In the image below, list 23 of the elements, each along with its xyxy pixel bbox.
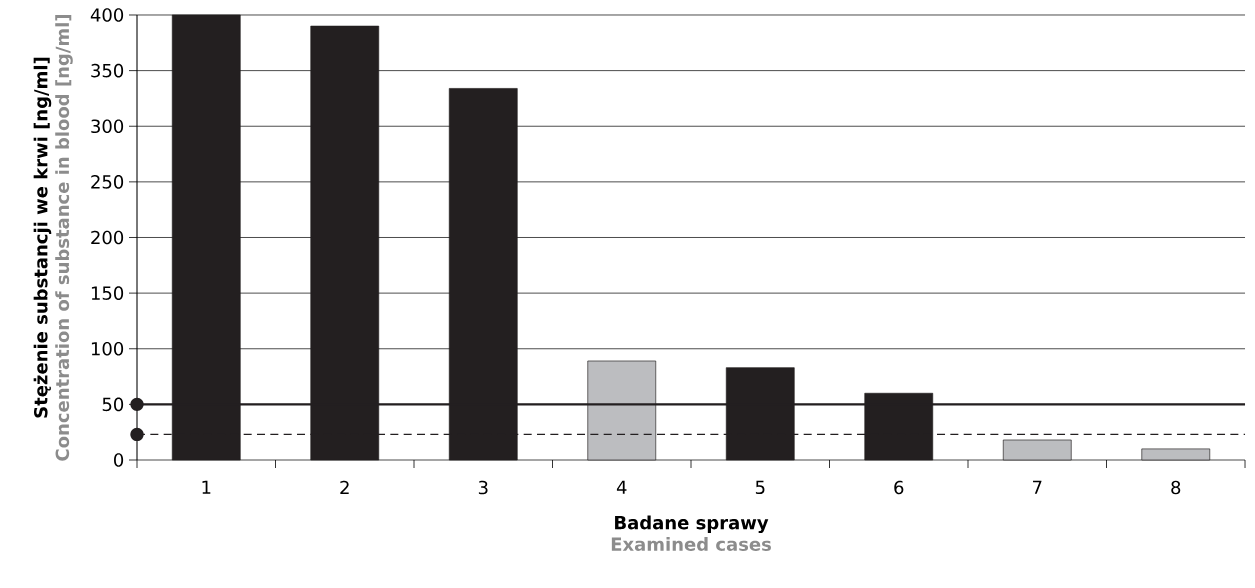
x-tick-label: 7 xyxy=(1033,480,1042,494)
y-tick-label: 350 xyxy=(91,63,124,78)
x-tick-label: 1 xyxy=(202,480,211,494)
text: Concentration of substance in blood [ng/ml] xyxy=(55,14,73,461)
y-tick-label: 50 xyxy=(102,397,124,412)
y-tick-label: 400 xyxy=(90,8,124,22)
y-tick-label: 150 xyxy=(91,286,124,300)
bar xyxy=(1141,448,1211,461)
x-tick-label: 3 xyxy=(478,480,488,495)
x-tick-label: 8 xyxy=(1171,480,1181,495)
bar xyxy=(1002,439,1072,461)
y-tick-label: 250 xyxy=(91,175,124,189)
y-tick-label: 0 xyxy=(114,453,124,467)
y-axis-title: Stężenie substancji we krwi [ng/ml] xyxy=(33,57,52,418)
x-tick-label: 2 xyxy=(340,480,349,495)
text: Examined cases xyxy=(611,537,771,551)
y-tick-label: 100 xyxy=(91,341,124,356)
x-tick-label: 5 xyxy=(755,480,765,495)
y-tick-label: 300 xyxy=(91,119,124,134)
x-tick-label: 4 xyxy=(616,480,627,494)
x-tick-label: 6 xyxy=(894,480,904,495)
y-tick-label: 200 xyxy=(91,230,124,245)
x-axis-title: Badane sprawy xyxy=(615,515,769,534)
